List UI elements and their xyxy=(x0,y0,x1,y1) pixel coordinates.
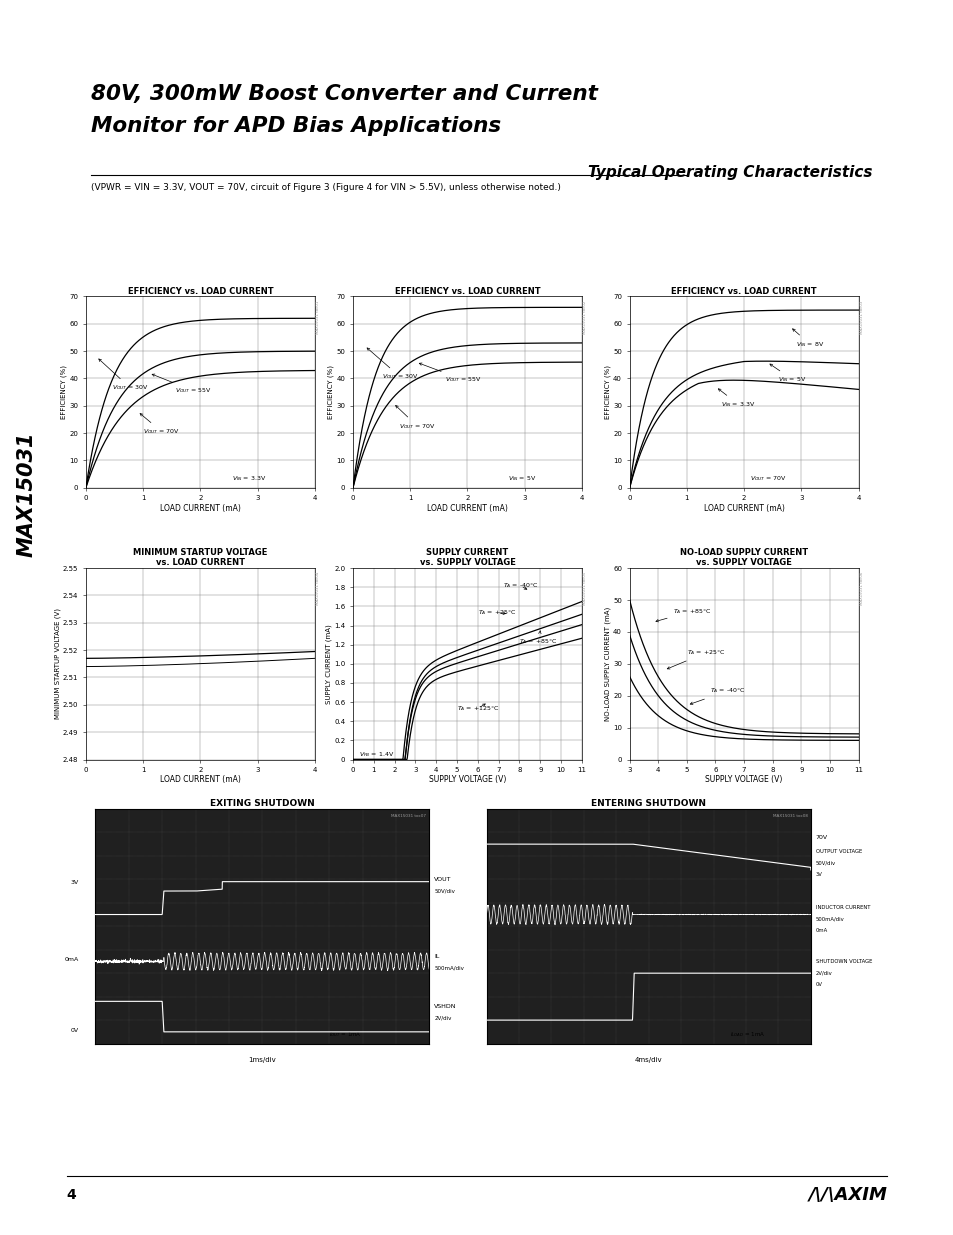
Text: $T_A$ = -40°C: $T_A$ = -40°C xyxy=(502,582,537,590)
Title: EFFICIENCY vs. LOAD CURRENT: EFFICIENCY vs. LOAD CURRENT xyxy=(128,287,273,295)
Text: $T_A$ = +25°C: $T_A$ = +25°C xyxy=(477,608,516,618)
Text: 500mA/div: 500mA/div xyxy=(815,916,843,921)
Title: EFFICIENCY vs. LOAD CURRENT: EFFICIENCY vs. LOAD CURRENT xyxy=(395,287,539,295)
Text: $V_{OUT}$ = 70V: $V_{OUT}$ = 70V xyxy=(395,405,436,431)
Title: SUPPLY CURRENT
vs. SUPPLY VOLTAGE: SUPPLY CURRENT vs. SUPPLY VOLTAGE xyxy=(419,548,515,567)
Text: $I_{OUT}$ = 1mA: $I_{OUT}$ = 1mA xyxy=(329,1030,361,1040)
Title: MINIMUM STARTUP VOLTAGE
vs. LOAD CURRENT: MINIMUM STARTUP VOLTAGE vs. LOAD CURRENT xyxy=(133,548,267,567)
Text: 0mA: 0mA xyxy=(815,929,827,934)
Text: Typical Operating Characteristics: Typical Operating Characteristics xyxy=(588,165,872,180)
Text: $T_A$ = +85°C: $T_A$ = +85°C xyxy=(656,606,710,622)
Y-axis label: EFFICIENCY (%): EFFICIENCY (%) xyxy=(604,366,610,419)
Text: VSHDN: VSHDN xyxy=(434,1004,456,1009)
Text: 50V/div: 50V/div xyxy=(815,861,835,866)
Text: MAX15031 toc03: MAX15031 toc03 xyxy=(859,300,862,333)
Text: MAX15031 toc07: MAX15031 toc07 xyxy=(391,814,425,818)
Text: $T_A$ = +25°C: $T_A$ = +25°C xyxy=(666,648,724,669)
Text: OUTPUT VOLTAGE: OUTPUT VOLTAGE xyxy=(815,848,862,853)
Text: 500mA/div: 500mA/div xyxy=(434,966,464,971)
Y-axis label: MINIMUM STARTUP VOLTAGE (V): MINIMUM STARTUP VOLTAGE (V) xyxy=(54,609,61,719)
Text: /\/\AXIM: /\/\AXIM xyxy=(807,1186,886,1204)
Text: MAX15031: MAX15031 xyxy=(17,431,36,557)
Text: 0V: 0V xyxy=(71,1028,78,1032)
Text: Monitor for APD Bias Applications: Monitor for APD Bias Applications xyxy=(91,116,500,136)
Text: $T_A$ = +85°C: $T_A$ = +85°C xyxy=(519,631,558,646)
Text: MAX15031 toc04: MAX15031 toc04 xyxy=(315,572,319,605)
Y-axis label: NO-LOAD SUPPLY CURRENT (mA): NO-LOAD SUPPLY CURRENT (mA) xyxy=(604,606,610,721)
X-axis label: LOAD CURRENT (mA): LOAD CURRENT (mA) xyxy=(427,504,507,513)
Text: 1ms/div: 1ms/div xyxy=(248,1057,276,1063)
Text: $I_{LOAD}$ = 1mA: $I_{LOAD}$ = 1mA xyxy=(729,1030,764,1040)
Title: NO-LOAD SUPPLY CURRENT
vs. SUPPLY VOLTAGE: NO-LOAD SUPPLY CURRENT vs. SUPPLY VOLTAG… xyxy=(679,548,807,567)
X-axis label: LOAD CURRENT (mA): LOAD CURRENT (mA) xyxy=(703,504,783,513)
Text: 4ms/div: 4ms/div xyxy=(635,1057,661,1063)
Text: $V_{OUT}$ = 55V: $V_{OUT}$ = 55V xyxy=(418,363,481,384)
Text: 0mA: 0mA xyxy=(65,957,78,962)
Text: 2V/div: 2V/div xyxy=(434,1015,451,1020)
Y-axis label: SUPPLY CURRENT (mA): SUPPLY CURRENT (mA) xyxy=(325,624,332,704)
Text: VOUT: VOUT xyxy=(434,877,452,882)
Text: $V_{OUT}$ = 30V: $V_{OUT}$ = 30V xyxy=(99,359,149,393)
Text: MAX15031 toc05: MAX15031 toc05 xyxy=(582,572,586,605)
Text: $V_{IN}$ = 8V: $V_{IN}$ = 8V xyxy=(792,329,823,348)
Y-axis label: EFFICIENCY (%): EFFICIENCY (%) xyxy=(328,366,334,419)
Title: EFFICIENCY vs. LOAD CURRENT: EFFICIENCY vs. LOAD CURRENT xyxy=(671,287,816,295)
Text: 3V: 3V xyxy=(815,872,821,877)
Y-axis label: EFFICIENCY (%): EFFICIENCY (%) xyxy=(61,366,67,419)
Text: $V_{OUT}$ = 55V: $V_{OUT}$ = 55V xyxy=(152,374,212,395)
Text: $V_{OUT}$ = 70V: $V_{OUT}$ = 70V xyxy=(140,414,180,436)
X-axis label: SUPPLY VOLTAGE (V): SUPPLY VOLTAGE (V) xyxy=(428,776,506,784)
Text: INDUCTOR CURRENT: INDUCTOR CURRENT xyxy=(815,905,869,910)
Text: $T_A$ = +125°C: $T_A$ = +125°C xyxy=(456,704,499,713)
Title: EXITING SHUTDOWN: EXITING SHUTDOWN xyxy=(210,799,314,808)
Text: $V_{IN}$ = 5V: $V_{IN}$ = 5V xyxy=(769,364,806,384)
Text: MAX15031 toc06: MAX15031 toc06 xyxy=(859,572,862,605)
Text: MAX15031 toc01: MAX15031 toc01 xyxy=(315,300,319,333)
Text: 4: 4 xyxy=(67,1188,76,1202)
X-axis label: SUPPLY VOLTAGE (V): SUPPLY VOLTAGE (V) xyxy=(704,776,782,784)
Text: 2V/div: 2V/div xyxy=(815,971,832,976)
Text: $T_A$ = -40°C: $T_A$ = -40°C xyxy=(690,687,744,704)
Text: 50V/div: 50V/div xyxy=(434,888,455,894)
Text: (VPWR = VIN = 3.3V, VOUT = 70V, circuit of Figure 3 (Figure 4 for VIN > 5.5V), u: (VPWR = VIN = 3.3V, VOUT = 70V, circuit … xyxy=(91,183,560,191)
Text: MAX15031 toc02: MAX15031 toc02 xyxy=(582,300,586,333)
Text: $V_{FB}$ = 1.4V: $V_{FB}$ = 1.4V xyxy=(359,750,395,758)
X-axis label: LOAD CURRENT (mA): LOAD CURRENT (mA) xyxy=(160,776,240,784)
Text: 70V: 70V xyxy=(815,835,827,840)
Text: IL: IL xyxy=(434,955,439,960)
Title: ENTERING SHUTDOWN: ENTERING SHUTDOWN xyxy=(591,799,705,808)
Text: MAX15031 toc08: MAX15031 toc08 xyxy=(772,814,807,818)
X-axis label: LOAD CURRENT (mA): LOAD CURRENT (mA) xyxy=(160,504,240,513)
Text: SHUTDOWN VOLTAGE: SHUTDOWN VOLTAGE xyxy=(815,958,871,965)
Text: 0V: 0V xyxy=(815,982,821,988)
Text: 3V: 3V xyxy=(71,881,78,885)
Text: $V_{OUT}$ = 70V: $V_{OUT}$ = 70V xyxy=(749,473,786,483)
Text: $V_{IN}$ = 3.3V: $V_{IN}$ = 3.3V xyxy=(718,389,755,409)
Text: $V_{IN}$ = 5V: $V_{IN}$ = 5V xyxy=(507,473,536,483)
Text: 80V, 300mW Boost Converter and Current: 80V, 300mW Boost Converter and Current xyxy=(91,84,597,104)
Text: $V_{OUT}$ = 30V: $V_{OUT}$ = 30V xyxy=(367,348,418,382)
Text: $V_{IN}$ = 3.3V: $V_{IN}$ = 3.3V xyxy=(232,473,266,483)
